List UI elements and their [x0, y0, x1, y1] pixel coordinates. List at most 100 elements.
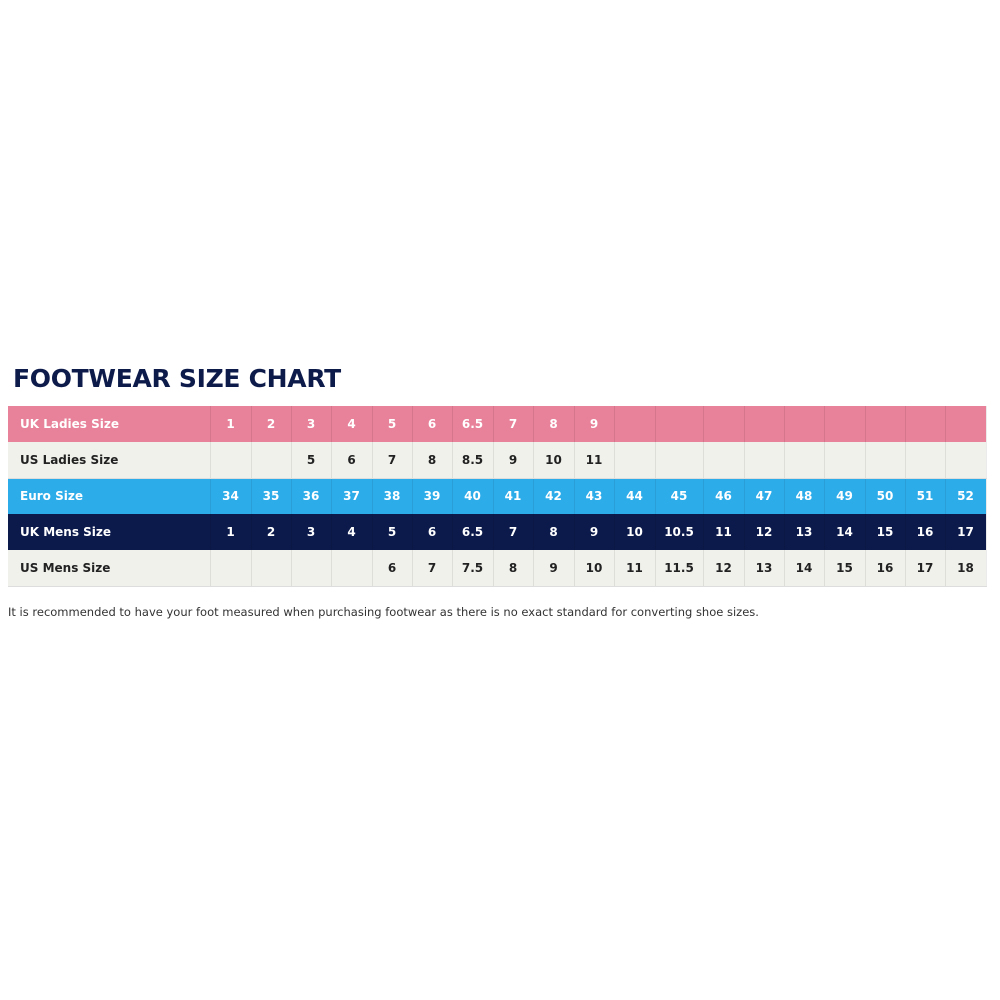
size-cell: 41	[493, 478, 534, 514]
size-cell: 10	[574, 550, 615, 587]
size-cell: 49	[824, 478, 866, 514]
size-cell: 6	[331, 442, 373, 479]
size-cell	[614, 442, 656, 479]
page-title: FOOTWEAR SIZE CHART	[13, 364, 341, 393]
size-cell: 51	[905, 478, 946, 514]
size-cell	[945, 442, 987, 479]
size-chart-table: UK Ladies Size 1 2 3 4 5 6 6.5 7 8 9 US Ladies Size…	[8, 406, 987, 587]
size-cell: 15	[824, 550, 866, 587]
size-cell: 9	[493, 442, 534, 479]
size-cell: 1	[210, 514, 252, 550]
size-cell	[291, 550, 332, 587]
size-cell	[703, 406, 745, 442]
size-cell: 1	[210, 406, 252, 442]
size-cell	[703, 442, 745, 479]
footnote: It is recommended to have your foot meas…	[8, 605, 759, 619]
size-cell	[784, 442, 825, 479]
size-cell: 38	[372, 478, 413, 514]
size-cell: 6	[412, 514, 453, 550]
size-cell	[744, 442, 785, 479]
size-cell: 9	[574, 406, 615, 442]
size-cell: 35	[251, 478, 292, 514]
size-cell: 7.5	[452, 550, 494, 587]
row-euro: Euro Size 34 35 36 37 38 39 40 41 42 43 44 45 46 47 48 4…	[8, 478, 987, 514]
size-cell	[824, 442, 866, 479]
row-uk-mens: UK Mens Size 1 2 3 4 5 6 6.5 7 8 9 10 10.5 11 12 13 14 15…	[8, 514, 987, 550]
size-cell: 52	[945, 478, 987, 514]
size-cell: 4	[331, 514, 373, 550]
size-cell: 39	[412, 478, 453, 514]
size-cell	[905, 442, 946, 479]
size-cell: 7	[372, 442, 413, 479]
size-cell: 17	[905, 550, 946, 587]
size-cell	[824, 406, 866, 442]
size-cell	[331, 550, 373, 587]
size-cell: 11.5	[655, 550, 704, 587]
size-cell: 9	[574, 514, 615, 550]
size-cell: 13	[744, 550, 785, 587]
size-cell: 4	[331, 406, 373, 442]
size-cell: 14	[784, 550, 825, 587]
size-cell: 45	[655, 478, 704, 514]
size-cell: 7	[493, 406, 534, 442]
size-cell: 43	[574, 478, 615, 514]
row-us-mens: US Mens Size 6 7 7.5 8 9 10 11 11.5 12 13 14 15 16 17 1…	[8, 550, 987, 587]
size-cell	[865, 442, 906, 479]
size-cell: 5	[372, 406, 413, 442]
size-cell: 40	[452, 478, 494, 514]
size-cell: 17	[945, 514, 987, 550]
size-cell: 3	[291, 406, 332, 442]
size-cell: 10	[533, 442, 575, 479]
size-cell	[655, 442, 704, 479]
size-cell: 11	[574, 442, 615, 479]
size-cell: 11	[703, 514, 745, 550]
size-cell: 16	[905, 514, 946, 550]
size-cell: 5	[291, 442, 332, 479]
size-cell: 37	[331, 478, 373, 514]
size-cell	[945, 406, 987, 442]
size-cell: 5	[372, 514, 413, 550]
size-cell	[210, 550, 252, 587]
size-cell: 50	[865, 478, 906, 514]
size-cell: 34	[210, 478, 252, 514]
size-cell	[251, 550, 292, 587]
row-label: US Mens Size	[8, 550, 211, 587]
size-cell: 15	[865, 514, 906, 550]
size-cell: 8.5	[452, 442, 494, 479]
size-cell: 8	[533, 514, 575, 550]
size-cell: 8	[493, 550, 534, 587]
size-cell	[614, 406, 656, 442]
size-cell	[210, 442, 252, 479]
size-cell: 47	[744, 478, 785, 514]
size-cell: 3	[291, 514, 332, 550]
size-cell: 7	[493, 514, 534, 550]
size-cell: 9	[533, 550, 575, 587]
size-cell: 13	[784, 514, 825, 550]
size-cell	[865, 406, 906, 442]
size-cell: 10.5	[655, 514, 704, 550]
size-cell: 2	[251, 514, 292, 550]
size-cell: 6.5	[452, 514, 494, 550]
size-cell: 14	[824, 514, 866, 550]
row-us-ladies: US Ladies Size 5 6 7 8 8.5 9 10 11	[8, 442, 987, 479]
size-cell: 10	[614, 514, 656, 550]
size-cell: 36	[291, 478, 332, 514]
size-cell: 8	[533, 406, 575, 442]
size-cell: 46	[703, 478, 745, 514]
size-cell: 7	[412, 550, 453, 587]
size-cell	[744, 406, 785, 442]
size-cell	[251, 442, 292, 479]
size-cell: 2	[251, 406, 292, 442]
size-cell: 6.5	[452, 406, 494, 442]
size-cell: 44	[614, 478, 656, 514]
size-cell: 6	[412, 406, 453, 442]
row-label: UK Mens Size	[8, 514, 211, 550]
row-label: Euro Size	[8, 478, 211, 514]
size-cell: 18	[945, 550, 987, 587]
size-cell: 48	[784, 478, 825, 514]
row-label: UK Ladies Size	[8, 406, 211, 442]
size-cell: 16	[865, 550, 906, 587]
size-cell: 8	[412, 442, 453, 479]
row-label: US Ladies Size	[8, 442, 211, 479]
size-cell: 12	[744, 514, 785, 550]
